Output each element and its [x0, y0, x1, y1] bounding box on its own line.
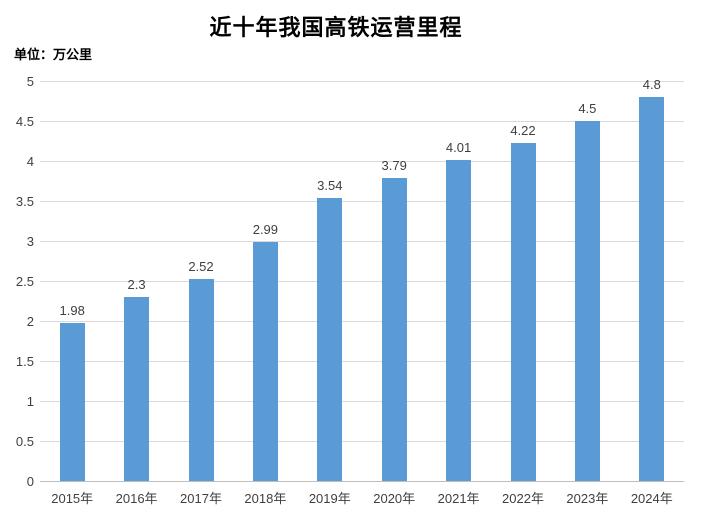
- x-tick-label: 2017年: [180, 491, 222, 506]
- gridline: [40, 361, 684, 362]
- x-tick-label: 2015年: [51, 491, 94, 506]
- x-tick-label: 2024年: [630, 491, 673, 506]
- bar-2015年: [59, 322, 85, 481]
- x-tick-label: 2023年: [566, 491, 609, 506]
- bar-value-label: 3.54: [317, 177, 343, 193]
- bar-value-label: 4.5: [578, 101, 597, 116]
- x-tick-label: 2022年: [502, 491, 544, 506]
- gridline: [40, 401, 684, 402]
- plot-area: 1.98 2.3 2.52 2.99 3.54 3.79 4.01 4.22 4.5 4.8: [40, 77, 684, 482]
- y-tick-label: 1.5: [15, 354, 34, 369]
- gridline: [40, 81, 684, 82]
- y-tick-label: 2: [26, 314, 34, 329]
- bar-value-label: 3.79: [381, 157, 407, 173]
- gridline: [40, 241, 684, 242]
- bar-2017年: [188, 279, 214, 481]
- x-tick-label: 2020年: [373, 491, 416, 506]
- x-tick-label: 2018年: [244, 491, 287, 506]
- y-tick-label: 4.5: [15, 114, 34, 129]
- bar-value-label: 2.52: [188, 259, 214, 275]
- bar-value-label: 2.3: [127, 277, 146, 292]
- bar-2022年: [510, 143, 536, 481]
- gridline: [40, 441, 684, 442]
- unit-label: 单位：万公里: [14, 48, 93, 63]
- gridline: [40, 321, 684, 322]
- bar-value-label: 1.98: [59, 302, 85, 318]
- x-tick-label: 2016年: [115, 491, 158, 506]
- bar-value-label: 4.01: [445, 140, 472, 156]
- gridline: [40, 161, 684, 162]
- bar-2024年: [639, 97, 665, 481]
- y-tick-label: 5: [26, 74, 34, 89]
- x-tick-label: 2019年: [308, 491, 351, 506]
- y-tick-label: 3.5: [15, 194, 34, 209]
- gridline: [40, 121, 684, 122]
- y-tick-label: 3: [26, 234, 34, 249]
- bar-value-label: 2.99: [252, 221, 279, 237]
- bar-2021年: [446, 160, 472, 481]
- x-axis-line: [40, 481, 684, 482]
- bar-2018年: [252, 241, 278, 481]
- y-tick-label: 1: [26, 394, 34, 409]
- bar-value-label: 4.8: [642, 77, 661, 92]
- x-axis: 2015年 2016年 2017年 2018年 2019年 2020年 2021年 2022年…: [40, 488, 684, 508]
- y-tick-label: 2.5: [15, 274, 34, 289]
- gridline: [40, 281, 684, 282]
- x-tick-label: 2021年: [437, 491, 480, 506]
- bar-value-label: 4.22: [510, 123, 536, 139]
- bar-2020年: [381, 177, 407, 481]
- gridline: [40, 201, 684, 202]
- bar-2023年: [574, 121, 600, 481]
- y-axis: 0 0.5 1 1.5 2 2.5 3 3.5 4 4.5 5: [0, 74, 34, 489]
- y-tick-label: 0: [26, 474, 34, 489]
- bar-2016年: [124, 297, 150, 481]
- y-tick-label: 4: [26, 154, 34, 169]
- chart-title: 近十年我国高铁运营里程: [209, 15, 463, 41]
- y-tick-label: 0.5: [15, 434, 34, 449]
- bar-2019年: [317, 197, 343, 481]
